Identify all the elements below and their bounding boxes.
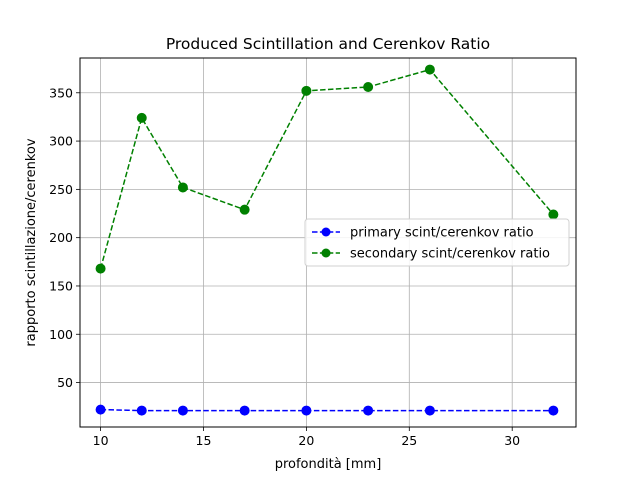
data-point	[136, 405, 147, 416]
series-layer	[95, 64, 559, 416]
y-tick-label: 250	[49, 182, 73, 197]
x-axis-label: profondità [mm]	[275, 457, 382, 472]
data-point	[424, 405, 435, 416]
x-tick-label: 25	[401, 433, 417, 448]
data-point	[177, 182, 188, 193]
data-point	[95, 263, 106, 274]
chart-title: Produced Scintillation and Cerenkov Rati…	[166, 35, 490, 53]
y-tick-label: 200	[49, 230, 73, 245]
legend-label: primary scint/cerenkov ratio	[350, 226, 534, 241]
y-tick-label: 50	[57, 375, 73, 390]
y-tick-label: 300	[49, 134, 73, 149]
series-1	[95, 404, 559, 416]
y-tick-label: 350	[49, 85, 73, 100]
data-point	[177, 405, 188, 416]
y-tick-label: 100	[49, 327, 73, 342]
legend-box	[304, 218, 570, 267]
data-point	[548, 405, 559, 416]
data-point	[363, 81, 374, 92]
data-point	[239, 204, 250, 215]
x-tick-label: 15	[196, 433, 212, 448]
legend-label: secondary scint/cerenkov ratio	[350, 247, 550, 262]
legend: primary scint/cerenkov ratio secondary sc…	[304, 218, 570, 267]
series-2	[95, 64, 559, 274]
data-point	[424, 64, 435, 75]
y-tick-label: 150	[49, 278, 73, 293]
x-tick-label: 10	[93, 433, 109, 448]
data-point	[95, 404, 106, 415]
data-point	[301, 405, 312, 416]
series-line	[99, 68, 554, 269]
legend-entry: secondary scint/cerenkov ratio	[312, 247, 550, 262]
data-point	[363, 405, 374, 416]
data-point	[548, 209, 559, 220]
legend-marker	[321, 227, 331, 237]
series-line	[100, 408, 554, 412]
data-point	[136, 112, 147, 123]
x-tick-label: 30	[504, 433, 520, 448]
ticks: 10 15 20 25 30 50 100 150 200 250 300 350	[49, 85, 520, 448]
legend-entry: primary scint/cerenkov ratio	[312, 226, 534, 241]
y-axis-label: rapporto scintillazione/cerenkov	[24, 138, 39, 346]
data-point	[301, 85, 312, 96]
data-point	[239, 405, 250, 416]
x-tick-label: 20	[298, 433, 314, 448]
plot-frame	[79, 57, 577, 428]
legend-marker	[321, 248, 331, 258]
